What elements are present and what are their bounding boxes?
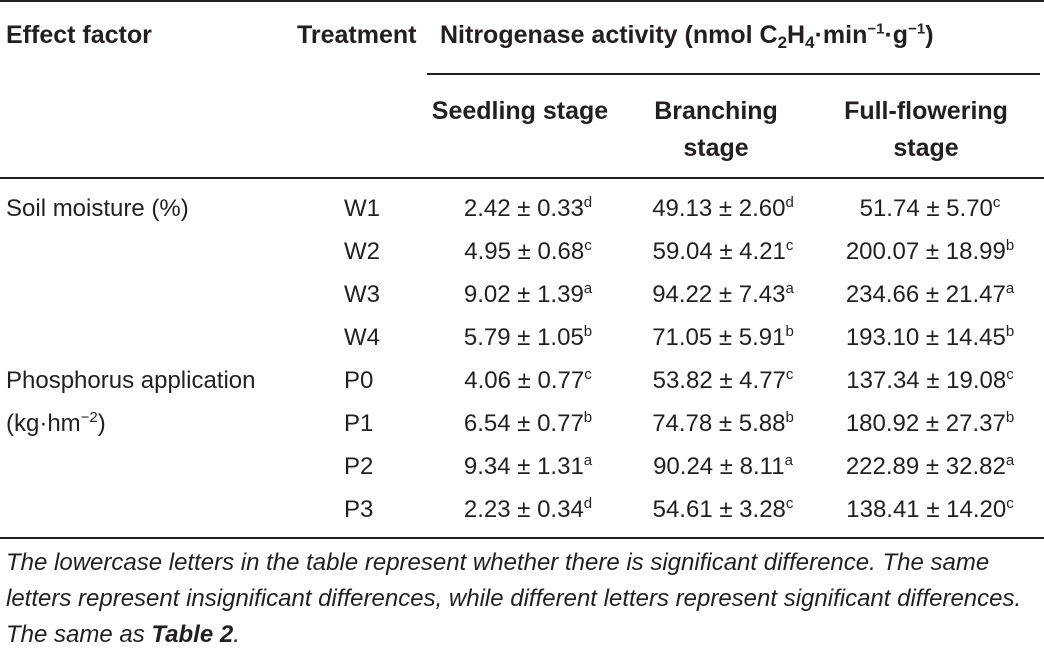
- header-seedling-stage: Seedling stage: [431, 97, 609, 125]
- cell-flowering: 193.10 ± 14.45b: [845, 323, 1015, 351]
- row-treatment: P2: [344, 453, 374, 480]
- cell-seedling: 2.42 ± 0.33d: [463, 194, 593, 222]
- header-branching-stage: Branching stage: [654, 97, 778, 162]
- cell-seedling: 4.06 ± 0.77c: [464, 366, 592, 394]
- cell-seedling: 9.34 ± 1.31a: [463, 452, 593, 480]
- cell-branching: 71.05 ± 5.91b: [652, 323, 794, 351]
- header-treatment: Treatment: [297, 21, 417, 49]
- cell-flowering: 138.41 ± 14.20c: [846, 495, 1014, 523]
- table-bottom-rule: [0, 537, 1044, 539]
- header-effect-factor: Effect factor: [6, 21, 152, 49]
- cell-flowering: 51.74 ± 5.70c: [859, 194, 1001, 222]
- row-treatment: W2: [344, 238, 380, 265]
- cell-branching: 90.24 ± 8.11a: [653, 452, 793, 480]
- table-2-reference[interactable]: Table 2: [151, 621, 234, 648]
- cell-seedling: 4.95 ± 0.68c: [464, 237, 592, 265]
- group-label-soil-moisture: Soil moisture (%): [6, 195, 189, 222]
- row-treatment: P0: [344, 367, 374, 394]
- cell-branching: 74.78 ± 5.88b: [652, 409, 794, 437]
- cell-branching: 94.22 ± 7.43a: [652, 280, 794, 308]
- cell-flowering: 234.66 ± 21.47a: [845, 280, 1015, 308]
- cell-seedling: 5.79 ± 1.05b: [463, 323, 593, 351]
- cell-flowering: 180.92 ± 27.37b: [845, 409, 1015, 437]
- group-label-phosphorus-unit: (kg·hm−2): [6, 409, 106, 437]
- cell-flowering: 222.89 ± 32.82a: [845, 452, 1015, 480]
- cell-flowering: 137.34 ± 19.08c: [846, 366, 1014, 394]
- header-full-flowering-stage: Full-flowering stage: [844, 97, 1008, 162]
- row-treatment: P3: [344, 496, 374, 523]
- row-treatment: W3: [344, 281, 380, 308]
- header-spanner-rule: [427, 73, 1040, 75]
- cell-flowering: 200.07 ± 18.99b: [845, 237, 1015, 265]
- cell-seedling: 9.02 ± 1.39a: [463, 280, 593, 308]
- table-top-rule: [0, 0, 1044, 2]
- row-treatment: W1: [344, 195, 380, 222]
- cell-branching: 49.13 ± 2.60d: [652, 194, 794, 222]
- cell-branching: 53.82 ± 4.77c: [652, 366, 794, 394]
- header-nitrogenase-activity: Nitrogenase activity (nmol C2H4·min−1·g−…: [440, 20, 934, 52]
- cell-seedling: 2.23 ± 0.34d: [463, 495, 593, 523]
- cell-branching: 54.61 ± 3.28c: [652, 495, 794, 523]
- row-treatment: W4: [344, 324, 380, 351]
- cell-seedling: 6.54 ± 0.77b: [463, 409, 593, 437]
- group-label-phosphorus: Phosphorus application: [6, 367, 256, 394]
- table-footnote: The lowercase letters in the table repre…: [6, 549, 1022, 648]
- row-treatment: P1: [344, 410, 374, 437]
- header-bottom-rule: [0, 177, 1044, 179]
- cell-branching: 59.04 ± 4.21c: [652, 237, 794, 265]
